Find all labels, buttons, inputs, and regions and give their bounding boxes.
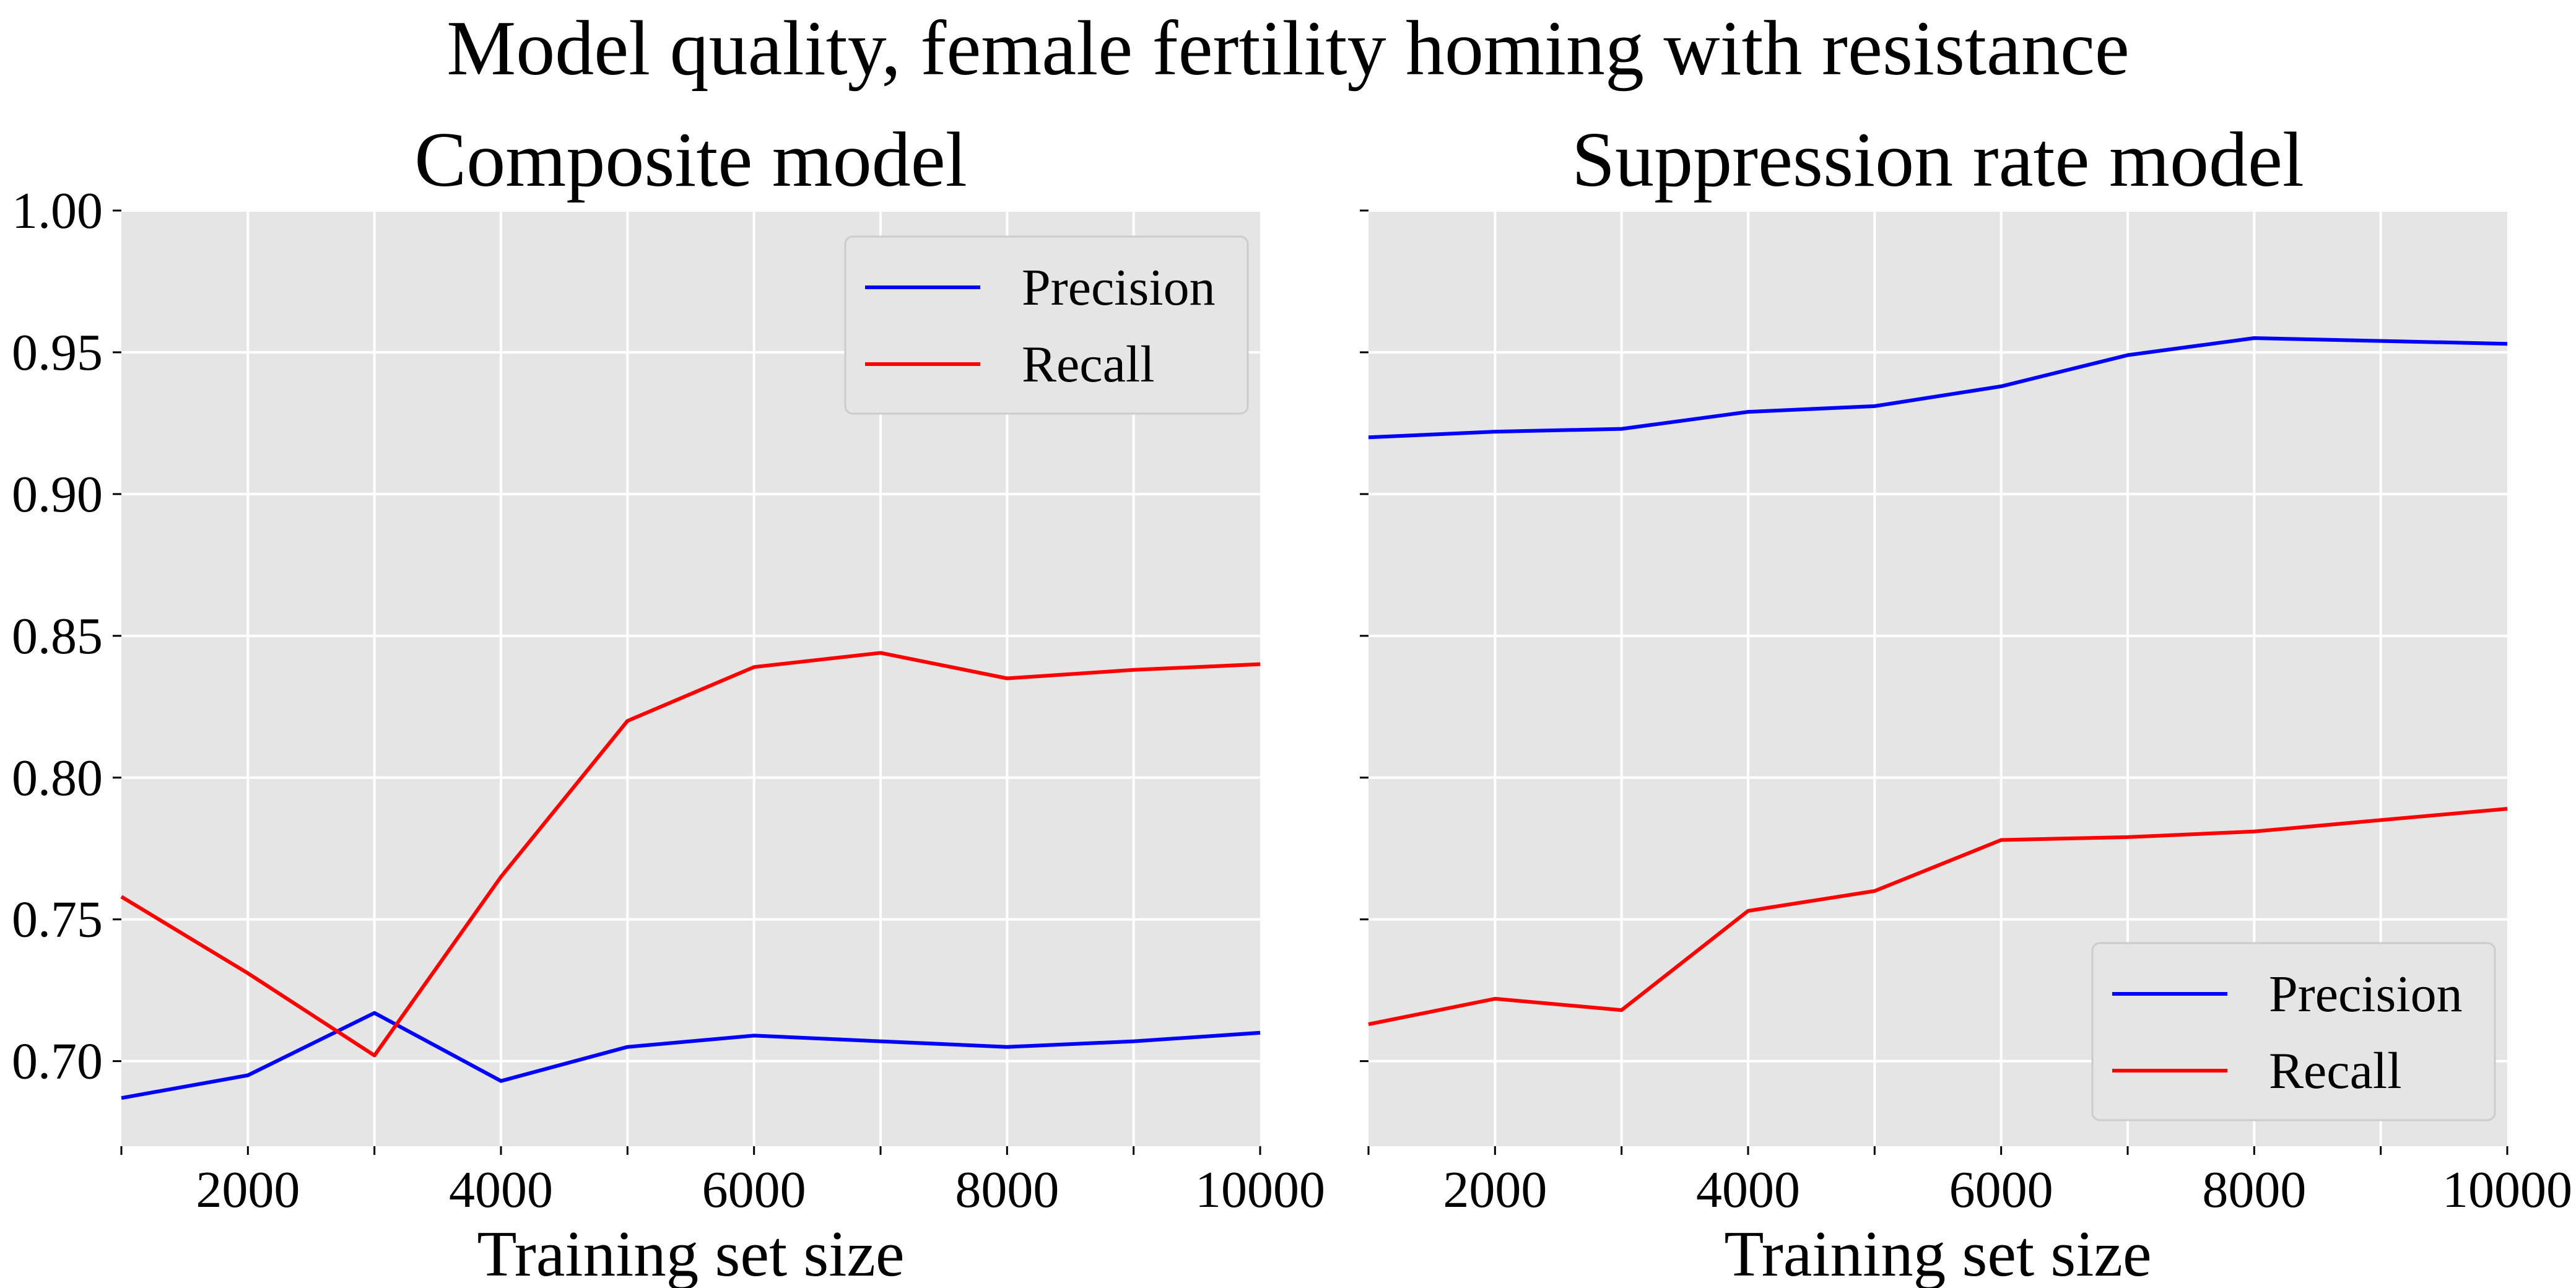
x-tick-label: 8000 bbox=[2202, 1161, 2306, 1219]
y-tick-label: 0.95 bbox=[12, 324, 103, 381]
y-tick-label: 1.00 bbox=[12, 182, 103, 240]
series-line-precision bbox=[1368, 336, 2508, 440]
panel-title: Composite model bbox=[414, 117, 967, 203]
x-tick-label: 6000 bbox=[702, 1161, 806, 1219]
series-line-recall bbox=[120, 651, 1261, 1058]
x-tick-label: 4000 bbox=[449, 1161, 553, 1219]
legend-box bbox=[844, 235, 1249, 415]
y-tick-label: 0.90 bbox=[12, 466, 103, 523]
x-axis-label: Training set size bbox=[477, 1217, 904, 1288]
y-tick-label: 0.80 bbox=[12, 749, 103, 807]
y-tick-label: 0.70 bbox=[12, 1033, 103, 1090]
x-axis-label: Training set size bbox=[1724, 1217, 2151, 1288]
legend: Precision Recall bbox=[2091, 942, 2496, 1121]
legend-label: Recall bbox=[2269, 1042, 2402, 1100]
x-tick-label: 10000 bbox=[2442, 1161, 2572, 1219]
x-tick-label: 4000 bbox=[1696, 1161, 1800, 1219]
suppression-rate-model-chart: Suppression rate model 2000 4000 6000 8000 10… bbox=[1360, 117, 2572, 1288]
x-tick-label: 10000 bbox=[1195, 1161, 1325, 1219]
legend-label: Precision bbox=[1022, 259, 1216, 316]
legend: Precision Recall bbox=[844, 235, 1249, 415]
x-tick-label: 6000 bbox=[1949, 1161, 2053, 1219]
x-tick-label: 2000 bbox=[1443, 1161, 1547, 1219]
y-tick-label: 0.75 bbox=[12, 891, 103, 949]
y-tick-label: 0.85 bbox=[12, 607, 103, 665]
legend-box bbox=[2091, 942, 2496, 1121]
legend-label: Recall bbox=[1022, 336, 1155, 393]
x-tick-label: 8000 bbox=[955, 1161, 1059, 1219]
x-tick-label: 2000 bbox=[196, 1161, 300, 1219]
legend-label: Precision bbox=[2269, 965, 2463, 1023]
series-line-precision bbox=[121, 1011, 1261, 1100]
composite-model-chart: Composite model 2000 4000 6000 8000 10000 0.70… bbox=[12, 117, 1325, 1288]
panel-title: Suppression rate model bbox=[1572, 117, 2304, 203]
series-line-recall bbox=[1368, 807, 2508, 1027]
figure-title: Model quality, female fertility homing w… bbox=[446, 6, 2130, 92]
